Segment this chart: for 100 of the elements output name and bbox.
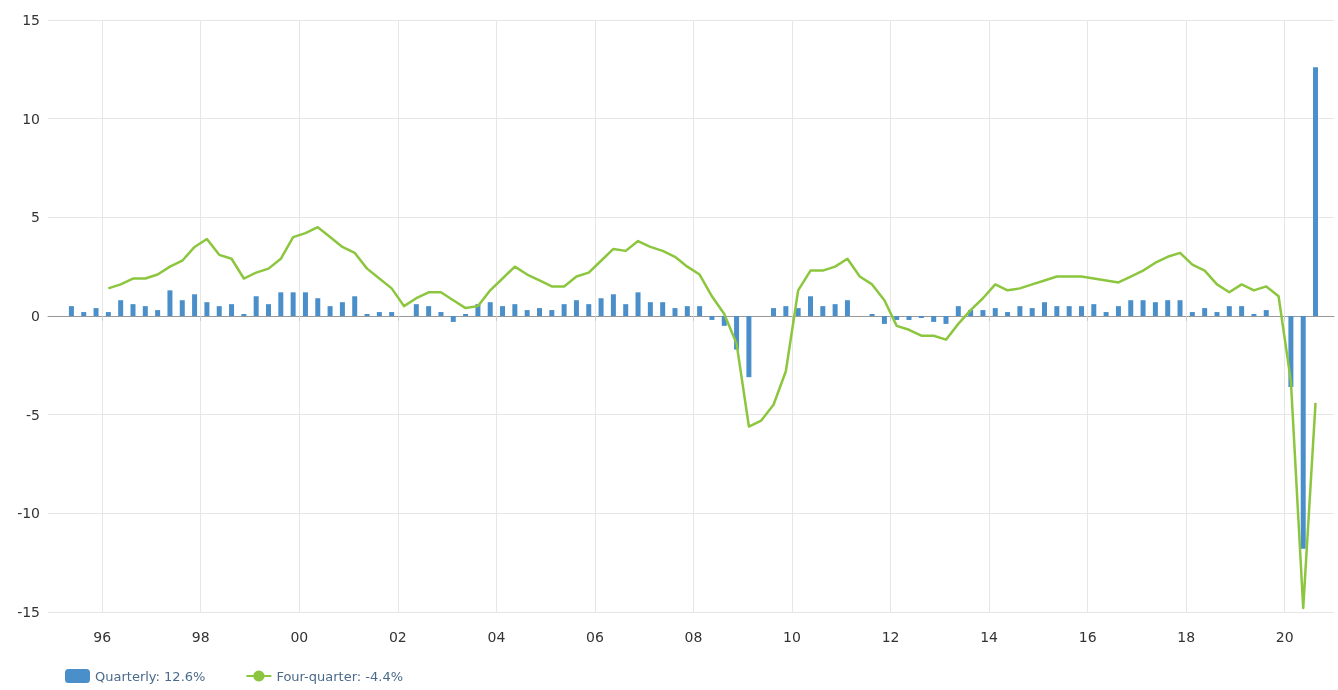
bar bbox=[795, 308, 801, 316]
x-tick-label: 10 bbox=[783, 629, 801, 645]
x-tick-label: 02 bbox=[388, 629, 407, 645]
bar bbox=[290, 292, 296, 316]
x-tick-label: 96 bbox=[93, 629, 112, 645]
x-tick-label: 14 bbox=[980, 629, 999, 645]
bar bbox=[1313, 67, 1319, 316]
bar bbox=[315, 298, 321, 316]
bar bbox=[1005, 312, 1011, 316]
bar bbox=[1214, 312, 1220, 316]
bar bbox=[68, 306, 74, 316]
x-tick-label: 20 bbox=[1275, 629, 1294, 645]
bar bbox=[549, 310, 555, 316]
bar bbox=[586, 304, 592, 316]
bar bbox=[352, 296, 358, 316]
bar bbox=[1128, 300, 1134, 316]
bar bbox=[253, 296, 259, 316]
bar bbox=[1239, 306, 1245, 316]
bar bbox=[1066, 306, 1072, 316]
bar bbox=[1152, 302, 1158, 316]
bar bbox=[450, 316, 456, 322]
bar bbox=[302, 292, 308, 316]
bar bbox=[894, 316, 900, 320]
bar bbox=[647, 302, 653, 316]
bar bbox=[426, 306, 432, 316]
bar bbox=[192, 294, 198, 316]
bar bbox=[943, 316, 949, 324]
bar bbox=[179, 300, 185, 316]
bar bbox=[1177, 300, 1183, 316]
bar bbox=[278, 292, 284, 316]
bar bbox=[229, 304, 235, 316]
bar bbox=[389, 312, 395, 316]
y-tick-label: 5 bbox=[31, 209, 40, 226]
bar bbox=[684, 306, 690, 316]
bar bbox=[512, 304, 518, 316]
bar bbox=[906, 316, 912, 320]
bar bbox=[216, 306, 222, 316]
x-tick-label: 12 bbox=[881, 629, 900, 645]
bar bbox=[438, 312, 444, 316]
bar bbox=[1140, 300, 1146, 316]
bar bbox=[844, 300, 850, 316]
bar bbox=[746, 316, 752, 378]
bar bbox=[598, 298, 604, 316]
bar bbox=[820, 306, 826, 316]
bar bbox=[1202, 308, 1208, 316]
bar bbox=[500, 306, 506, 316]
bar bbox=[709, 316, 715, 320]
bar bbox=[635, 292, 641, 316]
bar bbox=[1189, 312, 1195, 316]
line-series bbox=[107, 225, 1317, 610]
bar bbox=[881, 316, 887, 324]
x-tick-label: 08 bbox=[684, 629, 703, 645]
bar bbox=[487, 302, 493, 316]
bar bbox=[807, 296, 813, 316]
bar bbox=[1091, 304, 1097, 316]
bar bbox=[672, 308, 678, 316]
bar bbox=[980, 310, 986, 316]
bar bbox=[1226, 306, 1232, 316]
y-tick-label: -10 bbox=[17, 505, 40, 522]
bar bbox=[697, 306, 703, 316]
bar bbox=[265, 304, 271, 316]
x-tick-label: 98 bbox=[191, 629, 210, 645]
bar bbox=[167, 290, 173, 316]
legend-label: Four-quarter: -4.4% bbox=[276, 668, 404, 684]
legend-label: Quarterly: 12.6% bbox=[95, 668, 206, 684]
x-tick-label: 16 bbox=[1078, 629, 1097, 645]
bar bbox=[327, 306, 333, 316]
bar bbox=[524, 310, 530, 316]
bar bbox=[1029, 308, 1035, 316]
bar bbox=[81, 312, 87, 316]
y-tick-label: 10 bbox=[22, 110, 40, 127]
bar bbox=[1300, 316, 1306, 549]
bar bbox=[93, 308, 99, 316]
bar bbox=[1103, 312, 1109, 316]
bar bbox=[536, 308, 542, 316]
bar bbox=[413, 304, 419, 316]
bar bbox=[339, 302, 345, 316]
y-tick-label: 15 bbox=[22, 12, 40, 28]
y-tick-label: 0 bbox=[31, 308, 40, 324]
bar bbox=[1017, 306, 1023, 316]
bar bbox=[1042, 302, 1048, 316]
bar bbox=[623, 304, 629, 316]
x-tick-label: 00 bbox=[290, 629, 309, 645]
bar bbox=[155, 310, 161, 316]
bar bbox=[561, 304, 567, 316]
bar bbox=[1263, 310, 1269, 316]
bar bbox=[204, 302, 210, 316]
bar bbox=[105, 312, 111, 316]
bar bbox=[130, 304, 136, 316]
bar bbox=[610, 294, 616, 316]
bar bbox=[376, 312, 382, 316]
bar bbox=[832, 304, 838, 316]
bar bbox=[660, 302, 666, 316]
x-tick-label: 06 bbox=[586, 629, 604, 645]
bar bbox=[955, 306, 961, 316]
bar bbox=[573, 300, 579, 316]
bar bbox=[1078, 306, 1084, 316]
x-tick-label: 04 bbox=[487, 629, 506, 645]
y-tick-label: -15 bbox=[17, 604, 40, 620]
bar bbox=[992, 308, 998, 316]
